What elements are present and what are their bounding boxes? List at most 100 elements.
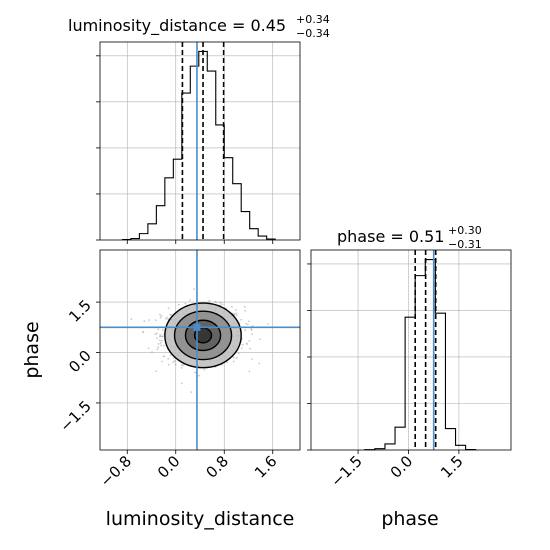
title-main: luminosity_distance = 0.45 <box>68 16 286 36</box>
sample-point <box>203 368 206 371</box>
sample-point <box>162 355 165 358</box>
histogram-step <box>364 258 477 451</box>
sample-point <box>245 322 247 325</box>
sample-point <box>161 360 163 363</box>
density-fill <box>194 327 212 343</box>
sample-point <box>220 301 223 304</box>
sample-point <box>215 301 218 304</box>
y-tick-label: 0.0 <box>65 347 95 377</box>
x-tick-label: 0.0 <box>154 452 184 482</box>
sample-point <box>248 370 251 373</box>
title-sup: +0.34 <box>296 13 330 26</box>
sample-point <box>160 314 163 317</box>
sample-point <box>248 340 251 342</box>
sample-point <box>163 344 165 347</box>
sample-point <box>180 382 183 385</box>
sample-point <box>156 348 159 351</box>
sample-point <box>232 356 235 358</box>
sample-point <box>244 309 247 312</box>
sample-point <box>154 333 157 336</box>
sample-point <box>250 329 253 331</box>
sample-point <box>151 351 153 353</box>
sample-point <box>167 307 170 310</box>
x-tick-label: 1.5 <box>437 452 467 482</box>
sample-point <box>174 363 177 366</box>
sample-point <box>159 339 161 342</box>
sample-point <box>235 312 237 315</box>
sample-point <box>169 354 172 357</box>
sample-point <box>251 333 254 335</box>
sample-point <box>232 360 235 363</box>
density-contour <box>173 310 233 361</box>
sample-point <box>156 337 158 340</box>
sample-point <box>259 338 262 341</box>
x-tick-label: −1.5 <box>327 452 365 490</box>
sample-point <box>258 362 261 365</box>
sample-point <box>182 364 185 367</box>
sample-point <box>240 318 243 321</box>
joint-frame <box>99 249 301 451</box>
sample-point <box>159 333 162 336</box>
title-sub: −0.34 <box>296 27 330 40</box>
sample-point <box>247 320 250 323</box>
sample-point <box>173 360 176 362</box>
sample-point <box>155 332 158 335</box>
sample-point <box>159 341 162 344</box>
sample-point <box>167 363 170 366</box>
sample-point <box>226 361 229 364</box>
title-sup: +0.30 <box>448 224 482 237</box>
sample-point <box>243 305 246 308</box>
sample-point <box>162 335 164 338</box>
sample-point <box>249 347 251 350</box>
sample-point <box>167 357 170 360</box>
sample-point <box>241 343 244 346</box>
y-axis-label-phase: phase <box>21 321 43 378</box>
y-tick-label: 1.5 <box>65 296 95 326</box>
sample-point <box>166 316 168 319</box>
sample-point <box>148 319 150 321</box>
sample-point <box>231 305 233 308</box>
sample-point <box>159 316 162 319</box>
sample-point <box>162 329 164 331</box>
sample-point <box>194 371 196 374</box>
sample-point <box>184 302 187 305</box>
x-tick-label: 0.0 <box>387 452 417 482</box>
sample-point <box>172 361 175 363</box>
sample-point <box>147 347 150 350</box>
sample-point <box>154 319 157 322</box>
sample-point <box>160 344 162 347</box>
density-contour <box>164 302 242 369</box>
sample-point <box>246 343 248 346</box>
sample-point <box>218 301 221 304</box>
sample-point <box>246 323 249 326</box>
sample-point <box>237 352 240 355</box>
sample-point <box>143 320 146 322</box>
sample-point <box>198 374 201 377</box>
sample-point <box>235 309 237 311</box>
sample-point <box>193 288 195 291</box>
sample-point <box>221 303 224 306</box>
title-main: phase = 0.51 <box>337 227 444 246</box>
sample-point <box>159 313 161 316</box>
sample-point <box>169 313 172 316</box>
sample-point <box>177 303 180 306</box>
sample-point <box>165 317 167 320</box>
sample-point <box>160 339 163 342</box>
sample-point <box>180 367 183 369</box>
x-tick-label: 0.8 <box>202 452 232 482</box>
truth-marker <box>193 323 201 331</box>
sample-point <box>235 314 238 317</box>
luminosity_distance-title: luminosity_distance = 0.45 <box>68 16 286 36</box>
sample-point <box>181 364 183 367</box>
sample-point <box>158 335 161 338</box>
histogram-frame <box>310 249 512 451</box>
sample-point <box>157 346 160 349</box>
sample-point <box>251 358 254 361</box>
sample-point <box>190 391 193 394</box>
joint-density-panel: −0.8 0.0 0.8 1.6 −1.5 0.0 1.5 <box>56 249 301 491</box>
sample-point <box>235 357 238 359</box>
phase-title: phase = 0.51 <box>337 227 444 246</box>
density-contour <box>184 319 222 352</box>
x-axis-label-phase: phase <box>381 508 438 530</box>
